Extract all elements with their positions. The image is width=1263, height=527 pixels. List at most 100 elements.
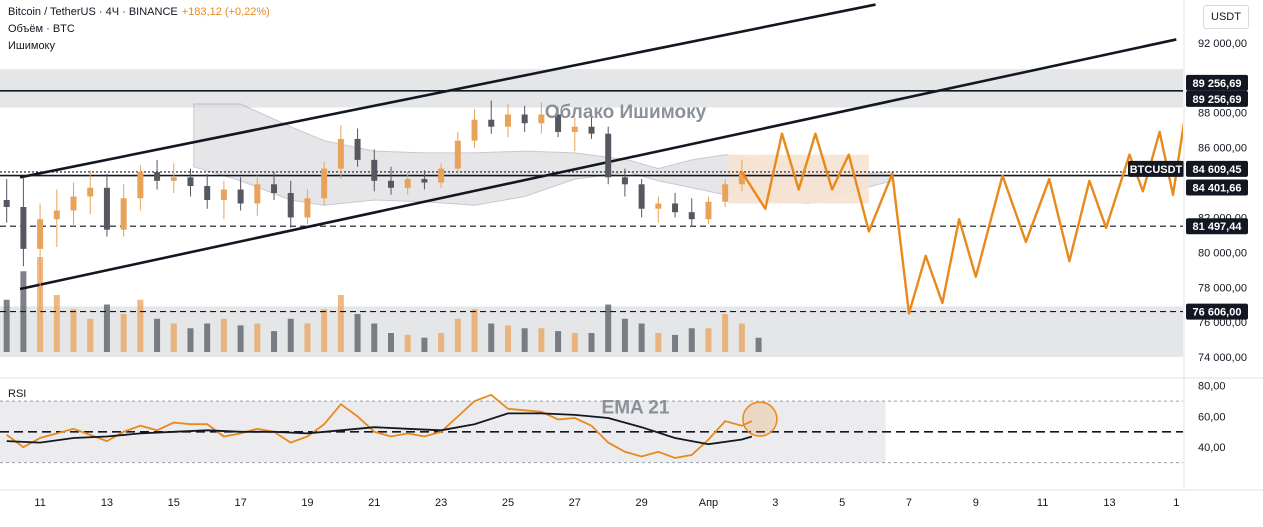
candle-body xyxy=(87,187,94,197)
time-axis-tick: 19 xyxy=(301,497,313,509)
volume-bar xyxy=(187,328,194,352)
ichimoku-indicator-label[interactable]: Ишимоку xyxy=(8,40,55,52)
candle-body xyxy=(254,184,261,204)
volume-bar xyxy=(571,333,578,352)
price-axis-tick: 80 000,00 xyxy=(1198,247,1247,259)
candle-body xyxy=(103,187,110,230)
time-axis-tick: 13 xyxy=(101,497,113,509)
candle-body xyxy=(421,179,428,183)
volume-bar xyxy=(271,331,278,352)
price-axis-tick: 86 000,00 xyxy=(1198,143,1247,155)
candle-body xyxy=(588,126,595,134)
volume-bar xyxy=(287,318,294,352)
candle-body xyxy=(672,203,679,213)
time-axis-tick: 23 xyxy=(435,497,447,509)
time-axis-tick: 1 xyxy=(1173,497,1179,509)
candle-body xyxy=(504,114,511,127)
time-axis-tick: 13 xyxy=(1103,497,1115,509)
rsi-highlight-circle xyxy=(742,401,778,437)
time-axis-tick: 29 xyxy=(636,497,648,509)
volume-bar xyxy=(621,318,628,352)
volume-bar xyxy=(371,323,378,352)
price-tag: 84 609,45 xyxy=(1193,164,1242,176)
volume-bar xyxy=(154,318,161,352)
candle-body xyxy=(538,114,545,124)
price-axis-tick: 78 000,00 xyxy=(1198,282,1247,294)
candle-body xyxy=(204,186,211,200)
forecast-path xyxy=(740,121,1183,315)
time-axis-tick: 21 xyxy=(368,497,380,509)
volume-bar xyxy=(588,333,595,352)
volume-bar xyxy=(103,304,110,352)
main-pane xyxy=(0,3,1183,358)
candle-body xyxy=(70,196,77,211)
candle-body xyxy=(488,119,495,127)
price-tag: 89 256,69 xyxy=(1193,78,1242,90)
volume-bar xyxy=(354,314,361,352)
volume-bar xyxy=(170,323,177,352)
volume-bar xyxy=(705,328,712,352)
volume-bar xyxy=(421,337,428,352)
candle-body xyxy=(354,138,361,160)
volume-bar xyxy=(438,333,445,352)
volume-bar xyxy=(387,333,394,352)
volume-bar xyxy=(237,325,244,352)
time-axis-tick: 3 xyxy=(772,497,778,509)
candle-body xyxy=(321,168,328,199)
volume-bar xyxy=(53,295,60,352)
volume-bar xyxy=(3,299,10,352)
volume-bar xyxy=(471,309,478,352)
volume-bar xyxy=(87,318,94,352)
rsi-indicator-label[interactable]: RSI xyxy=(8,388,27,400)
symbol-title: Bitcoin / TetherUS · 4Ч · BINANCE xyxy=(8,6,178,18)
candle-body xyxy=(20,206,27,249)
ichimoku-cloud-future xyxy=(728,154,869,204)
price-tag-bg xyxy=(1186,74,1248,91)
time-axis-tick: 11 xyxy=(1037,497,1048,509)
volume-bar xyxy=(120,314,127,352)
volume-bar xyxy=(688,328,695,352)
volume-bar xyxy=(488,323,495,352)
candle-body xyxy=(53,210,60,220)
time-axis-tick: 17 xyxy=(234,497,246,509)
candle-body xyxy=(438,168,445,183)
symbol-tag-bg xyxy=(1128,160,1184,177)
volume-bar xyxy=(137,299,144,352)
volume-bar xyxy=(404,334,411,352)
price-tag: 89 256,69 xyxy=(1193,94,1242,106)
volume-bar xyxy=(304,323,311,352)
candle-body xyxy=(638,184,645,209)
volume-bar xyxy=(655,333,662,352)
volume-bar xyxy=(504,325,511,352)
price-tag: 76 606,00 xyxy=(1193,307,1242,319)
rsi-axis-tick: 80,00 xyxy=(1198,381,1226,393)
price-tag-bg xyxy=(1186,303,1248,320)
volume-bar xyxy=(755,337,762,352)
volume-bar xyxy=(337,295,344,352)
candle-body xyxy=(571,126,578,132)
price-tag: 84 401,66 xyxy=(1193,183,1242,195)
volume-bar xyxy=(220,318,227,352)
volume-bar xyxy=(605,304,612,352)
candle-body xyxy=(220,189,227,200)
candle-body xyxy=(371,159,378,181)
currency-button[interactable]: USDT xyxy=(1203,5,1249,29)
symbol-header[interactable]: Bitcoin / TetherUS · 4Ч · BINANCE +183,12… xyxy=(8,5,270,19)
candle-body xyxy=(3,200,10,207)
volume-bar xyxy=(722,314,729,352)
time-axis-tick: 5 xyxy=(839,497,845,509)
volume-bar xyxy=(638,323,645,352)
candle-body xyxy=(304,198,311,218)
candle-body xyxy=(287,193,294,218)
price-tag-bg xyxy=(1186,90,1248,107)
volume-bar xyxy=(738,323,745,352)
volume-bar xyxy=(70,309,77,352)
time-axis-tick: 25 xyxy=(502,497,514,509)
candle-body xyxy=(37,219,44,249)
ema21-line xyxy=(6,412,753,446)
volume-indicator-label[interactable]: Объём · BTC xyxy=(8,23,75,35)
candle-body xyxy=(154,172,161,181)
volume-bar xyxy=(672,334,679,352)
candle-body xyxy=(237,189,244,204)
rsi-axis-tick: 60,00 xyxy=(1198,411,1226,423)
